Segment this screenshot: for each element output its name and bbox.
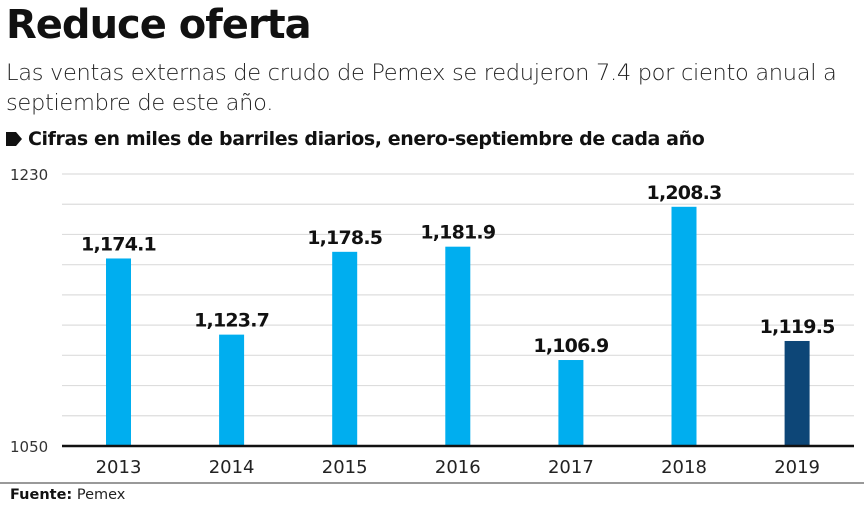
x-tick-label: 2019: [774, 457, 820, 478]
value-label: 1,208.3: [647, 182, 722, 204]
x-tick-label: 2014: [209, 457, 255, 478]
bar-chart: 1,174.1 1,123.7 1,178.5 1,181.9 1,106.9 1,208…: [10, 166, 854, 478]
x-tick-label: 2017: [548, 457, 594, 478]
bar-2018: [671, 206, 697, 446]
arrow-bullet-icon: [6, 132, 22, 146]
value-label: 1,123.7: [194, 310, 269, 332]
bar-2013: [106, 258, 131, 446]
source-value: Pemex: [76, 487, 126, 503]
bar-2016: [445, 246, 471, 446]
y-tick-label-bottom: 1050: [10, 438, 48, 456]
bar-2017: [558, 360, 584, 446]
units-text: Cifras en miles de barriles diarios, ene…: [28, 128, 705, 150]
bar-2014: [219, 334, 245, 446]
chart-subtitle: Las ventas externas de crudo de Pemex se…: [6, 60, 837, 116]
source-note: Fuente: Pemex: [10, 487, 125, 503]
units-note: Cifras en miles de barriles diarios, ene…: [6, 128, 705, 150]
footer-divider: [0, 482, 864, 484]
source-label: Fuente:: [10, 487, 73, 503]
value-label: 1,174.1: [81, 233, 156, 255]
value-label: 1,106.9: [533, 335, 608, 357]
bar-2019: [784, 340, 810, 446]
x-tick-label: 2015: [322, 457, 368, 478]
value-labels: 1,174.1 1,123.7 1,178.5 1,181.9 1,106.9 1,208…: [81, 182, 835, 357]
x-tick-label: 2013: [96, 457, 142, 478]
bar-2015: [332, 251, 358, 446]
value-label: 1,181.9: [420, 222, 495, 244]
value-label: 1,178.5: [307, 227, 382, 249]
x-tick-label: 2018: [661, 457, 707, 478]
bars: [106, 206, 810, 446]
value-label: 1,119.5: [760, 316, 835, 338]
x-tick-labels: 2013 2014 2015 2016 2017 2018 2019: [96, 457, 820, 478]
chart-title: Reduce oferta: [6, 2, 312, 48]
y-tick-label-top: 1230: [10, 166, 48, 184]
x-tick-label: 2016: [435, 457, 481, 478]
